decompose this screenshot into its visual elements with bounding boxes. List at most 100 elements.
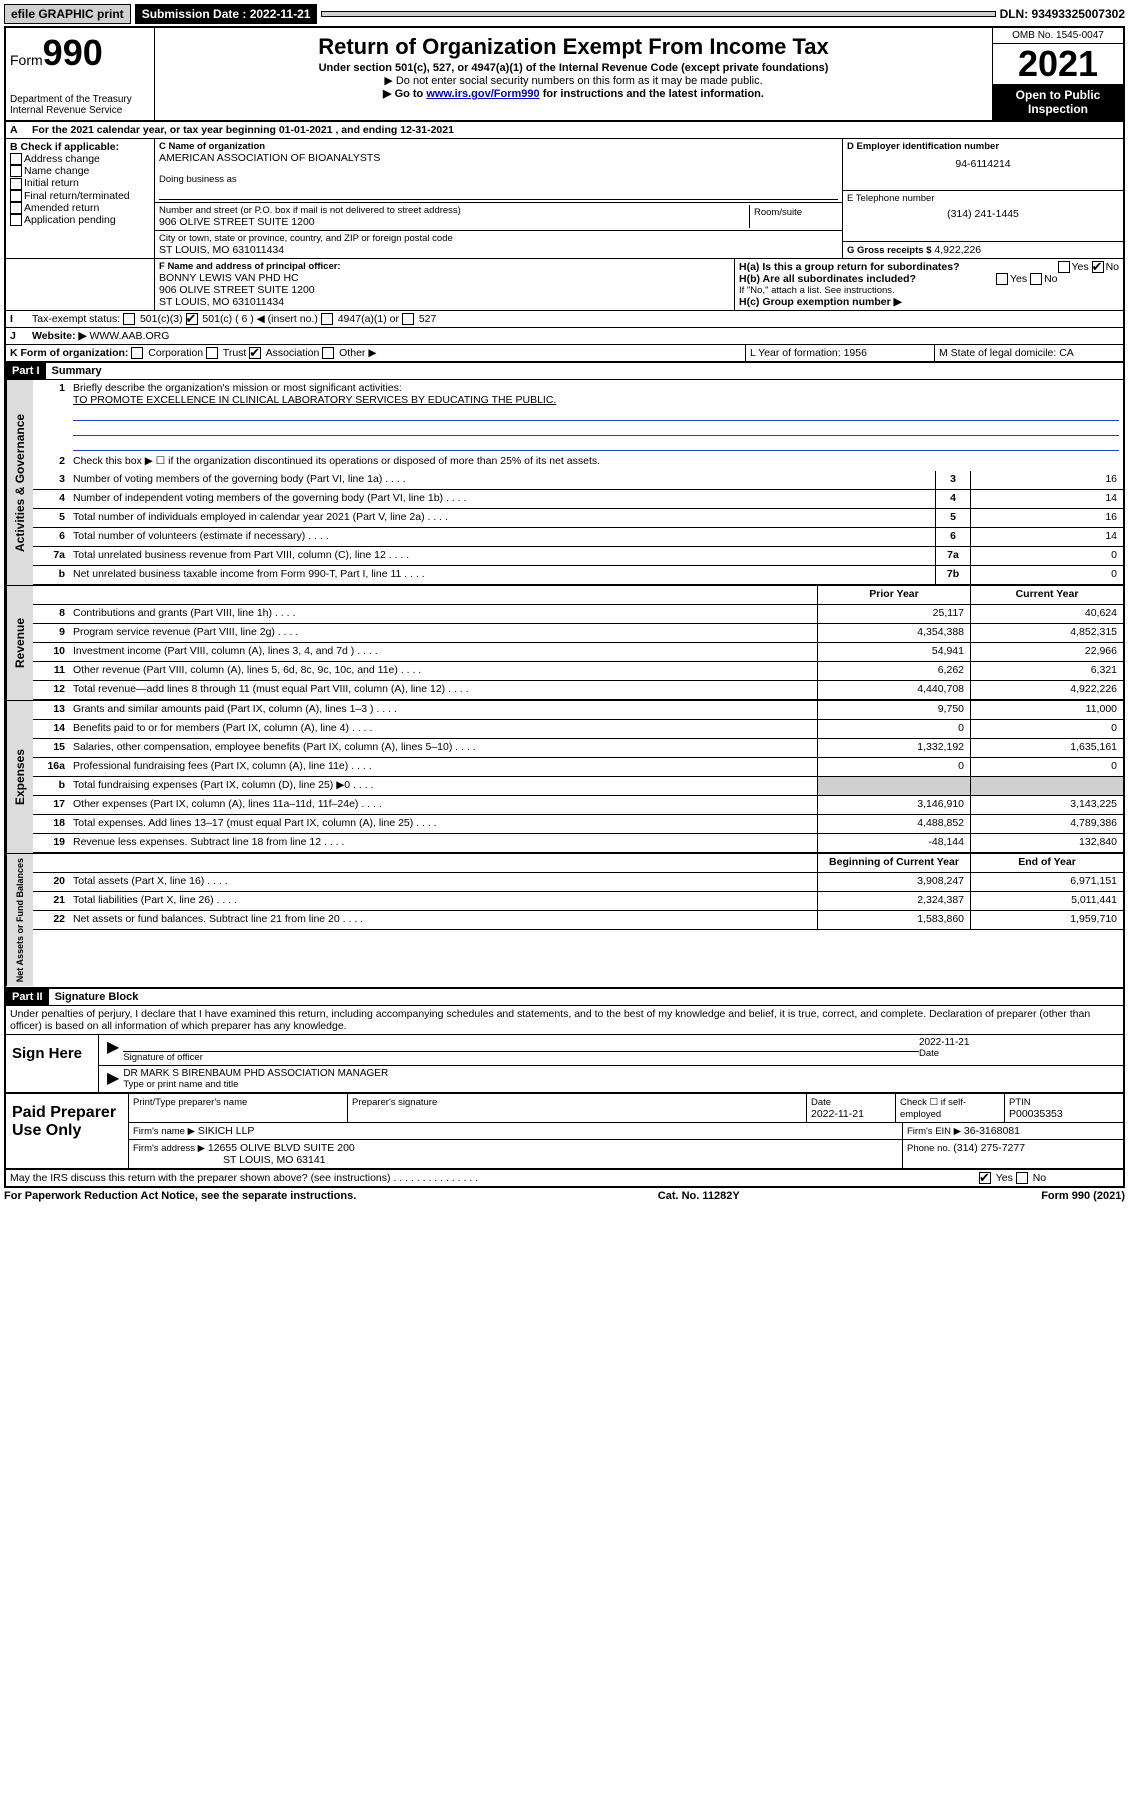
k-label: K Form of organization: (10, 347, 128, 359)
line-14: 14Benefits paid to or for members (Part … (33, 720, 1123, 739)
i-label: Tax-exempt status: (32, 313, 120, 325)
line-9: 9Program service revenue (Part VIII, lin… (33, 624, 1123, 643)
line-13: 13Grants and similar amounts paid (Part … (33, 701, 1123, 720)
website-row: J Website: ▶ WWW.AAB.ORG (4, 328, 1125, 345)
page-footer: For Paperwork Reduction Act Notice, see … (4, 1188, 1125, 1202)
irs-link[interactable]: www.irs.gov/Form990 (426, 88, 539, 100)
date-label: Date (919, 1048, 939, 1059)
line-11: 11Other revenue (Part VIII, column (A), … (33, 662, 1123, 681)
prep-date: 2022-11-21 (811, 1108, 864, 1120)
perjury-text: Under penalties of perjury, I declare th… (4, 1006, 1125, 1034)
gov-line-3: 3Number of voting members of the governi… (33, 471, 1123, 490)
line-18: 18Total expenses. Add lines 13–17 (must … (33, 815, 1123, 834)
city: ST LOUIS, MO 631011434 (159, 244, 838, 256)
part2-label: Part II (6, 989, 49, 1005)
line-15: 15Salaries, other compensation, employee… (33, 739, 1123, 758)
note-pre: ▶ Go to (383, 88, 426, 100)
chk-amended[interactable]: Amended return (10, 202, 150, 214)
chk-initial[interactable]: Initial return (10, 177, 150, 189)
tax-status-row: I Tax-exempt status: 501(c)(3) 501(c) ( … (4, 311, 1125, 328)
no-label: No (1106, 261, 1119, 273)
col-begin: Beginning of Current Year (817, 854, 970, 872)
officer-addr2: ST LOUIS, MO 631011434 (159, 296, 730, 308)
form-subtitle: Under section 501(c), 527, or 4947(a)(1)… (159, 62, 988, 74)
officer-addr1: 906 OLIVE STREET SUITE 1200 (159, 284, 730, 296)
gross-receipts: 4,922,226 (934, 244, 981, 256)
gov-line-7b: bNet unrelated business taxable income f… (33, 566, 1123, 585)
chk-final[interactable]: Final return/terminated (10, 190, 150, 202)
part1-header: Part I Summary (4, 363, 1125, 380)
officer-name: BONNY LEWIS VAN PHD HC (159, 272, 730, 284)
officer-printed-name: DR MARK S BIRENBAUM PHD ASSOCIATION MANA… (123, 1068, 388, 1079)
firm-ein: 36-3168081 (964, 1125, 1020, 1137)
vtab-expenses: Expenses (6, 701, 33, 853)
col-end: End of Year (970, 854, 1123, 872)
efile-label[interactable]: efile GRAPHIC print (4, 4, 131, 24)
chk-address[interactable]: Address change (10, 153, 150, 165)
firm-phone: (314) 275-7277 (953, 1142, 1025, 1154)
part2-header: Part II Signature Block (4, 989, 1125, 1006)
col-prior: Prior Year (817, 586, 970, 604)
firm-name: SIKICH LLP (198, 1125, 255, 1137)
form-label: Form (10, 52, 43, 68)
prep-name-label: Print/Type preparer's name (133, 1097, 247, 1108)
line-10: 10Investment income (Part VIII, column (… (33, 643, 1123, 662)
officer-block: F Name and address of principal officer:… (4, 259, 1125, 311)
dba-label: Doing business as (159, 174, 838, 185)
gov-line-4: 4Number of independent voting members of… (33, 490, 1123, 509)
sign-here-label: Sign Here (6, 1035, 99, 1092)
line-22: 22Net assets or fund balances. Subtract … (33, 911, 1123, 930)
c-label: C Name of organization (159, 141, 838, 152)
discuss-text: May the IRS discuss this return with the… (10, 1172, 391, 1184)
chk-name[interactable]: Name change (10, 165, 150, 177)
vtab-revenue: Revenue (6, 586, 33, 700)
sig-date: 2022-11-21 (919, 1037, 969, 1048)
period-row: A For the 2021 calendar year, or tax yea… (4, 122, 1125, 139)
chk-501c3[interactable] (123, 313, 135, 325)
line-21: 21Total liabilities (Part X, line 26)2,3… (33, 892, 1123, 911)
note-link: ▶ Go to www.irs.gov/Form990 for instruct… (159, 87, 988, 100)
line-8: 8Contributions and grants (Part VIII, li… (33, 605, 1123, 624)
arrow-icon: ▶ (103, 1068, 123, 1090)
netassets-section: Net Assets or Fund Balances Beginning of… (4, 853, 1125, 988)
year-formation: L Year of formation: 1956 (745, 345, 934, 361)
form-990-number: 990 (43, 32, 103, 73)
line-20: 20Total assets (Part X, line 16)3,908,24… (33, 873, 1123, 892)
revenue-section: Revenue b Prior Year Current Year 8Contr… (4, 585, 1125, 700)
part1-title: Summary (46, 363, 108, 379)
city-label: City or town, state or province, country… (159, 233, 838, 244)
dln: DLN: 93493325007302 (1000, 7, 1125, 21)
submission-date: Submission Date : 2022-11-21 (135, 4, 318, 24)
irs-label: Internal Revenue Service (10, 105, 150, 116)
street-label: Number and street (or P.O. box if mail i… (159, 205, 749, 216)
d-label: D Employer identification number (847, 141, 1119, 152)
form-number: Form990 (10, 32, 150, 74)
paid-preparer-block: Paid Preparer Use Only Print/Type prepar… (4, 1094, 1125, 1170)
e-label: E Telephone number (847, 193, 1119, 204)
vtab-governance: Activities & Governance (6, 380, 33, 585)
ha-row: H(a) Is this a group return for subordin… (739, 261, 1119, 273)
firm-addr2: ST LOUIS, MO 63141 (223, 1154, 326, 1166)
j-label: Website: ▶ (32, 330, 87, 342)
line-b: bTotal fundraising expenses (Part IX, co… (33, 777, 1123, 796)
chk-pending[interactable]: Application pending (10, 214, 150, 226)
l2-text: Check this box ▶ ☐ if the organization d… (69, 453, 1123, 471)
ha-label: H(a) Is this a group return for subordin… (739, 261, 960, 273)
hb-note: If "No," attach a list. See instructions… (739, 285, 1119, 296)
ein: 94-6114214 (847, 152, 1119, 170)
part1-label: Part I (6, 363, 46, 379)
col-current: Current Year (970, 586, 1123, 604)
hc-label: H(c) Group exemption number ▶ (739, 296, 1119, 308)
chk-501c[interactable] (186, 313, 198, 325)
gov-line-7a: 7aTotal unrelated business revenue from … (33, 547, 1123, 566)
discuss-yes[interactable] (979, 1172, 991, 1184)
tax-period: For the 2021 calendar year, or tax year … (28, 122, 1123, 138)
vtab-netassets: Net Assets or Fund Balances (6, 854, 33, 986)
discuss-no[interactable] (1016, 1172, 1028, 1184)
sign-block: Sign Here ▶ Signature of officer 2022-11… (4, 1034, 1125, 1094)
footer-left: For Paperwork Reduction Act Notice, see … (4, 1190, 356, 1202)
chk-527[interactable] (402, 313, 414, 325)
street: 906 OLIVE STREET SUITE 1200 (159, 216, 749, 228)
chk-4947[interactable] (321, 313, 333, 325)
note-post: for instructions and the latest informat… (540, 88, 764, 100)
